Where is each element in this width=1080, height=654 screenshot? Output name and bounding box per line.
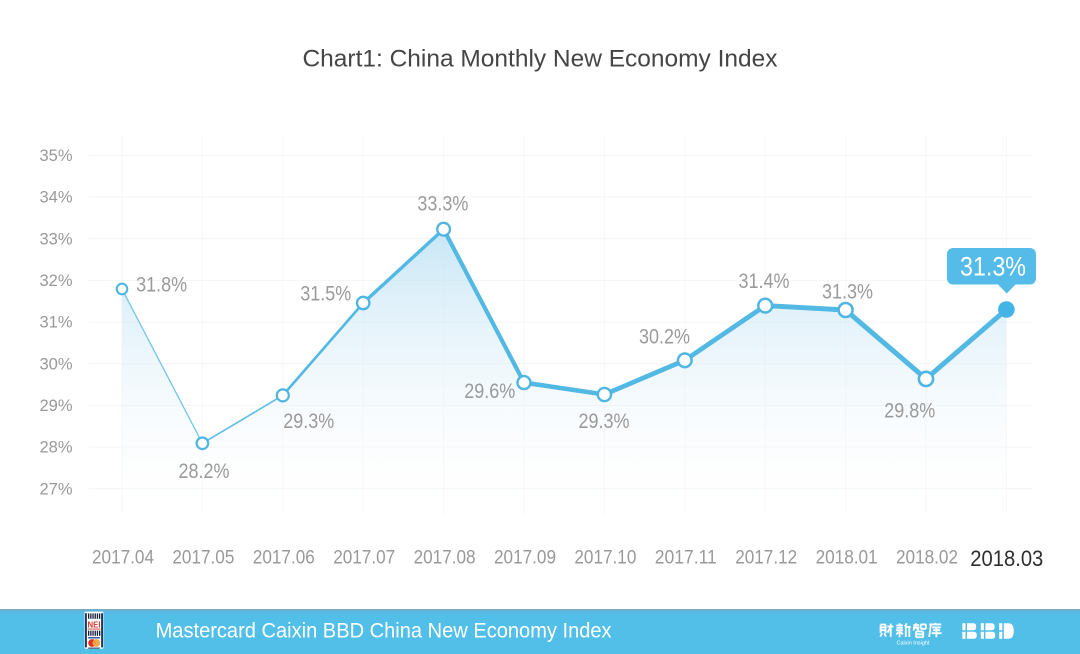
svg-text:2017.04: 2017.04 xyxy=(92,547,154,569)
svg-text:28.2%: 28.2% xyxy=(179,459,230,483)
svg-text:29%: 29% xyxy=(39,397,72,415)
svg-text:2018.02: 2018.02 xyxy=(896,547,958,569)
svg-text:30%: 30% xyxy=(39,355,72,373)
svg-text:29.3%: 29.3% xyxy=(283,409,334,433)
svg-text:2017.08: 2017.08 xyxy=(414,547,476,569)
svg-text:28%: 28% xyxy=(39,439,72,457)
svg-text:29.8%: 29.8% xyxy=(884,399,935,423)
svg-text:31%: 31% xyxy=(39,314,72,332)
svg-text:27%: 27% xyxy=(39,480,72,498)
svg-text:31.5%: 31.5% xyxy=(300,281,351,305)
svg-text:2017.06: 2017.06 xyxy=(253,547,315,569)
svg-text:33%: 33% xyxy=(39,230,72,248)
svg-text:35%: 35% xyxy=(39,147,72,165)
svg-text:30.2%: 30.2% xyxy=(639,325,690,349)
svg-text:31.3%: 31.3% xyxy=(960,252,1026,282)
svg-text:34%: 34% xyxy=(39,189,72,207)
svg-text:31.3%: 31.3% xyxy=(822,280,873,304)
svg-text:Caixin Insight: Caixin Insight xyxy=(896,641,929,647)
svg-text:Chart1: China Monthly New Econ: Chart1: China Monthly New Economy Index xyxy=(303,46,778,73)
svg-text:2017.12: 2017.12 xyxy=(735,547,797,569)
svg-text:31.8%: 31.8% xyxy=(136,272,187,296)
svg-text:31.4%: 31.4% xyxy=(739,269,790,293)
svg-text:2017.07: 2017.07 xyxy=(333,547,395,569)
svg-text:2017.09: 2017.09 xyxy=(494,547,556,569)
svg-text:2017.11: 2017.11 xyxy=(655,547,717,569)
svg-text:33.3%: 33.3% xyxy=(417,192,468,216)
svg-text:2017.10: 2017.10 xyxy=(574,547,636,569)
svg-text:NEI: NEI xyxy=(88,620,101,630)
svg-text:32%: 32% xyxy=(39,272,72,290)
svg-text:2018.03: 2018.03 xyxy=(970,546,1043,571)
svg-text:2018.01: 2018.01 xyxy=(816,547,878,569)
svg-text:2017.05: 2017.05 xyxy=(172,547,234,569)
svg-text:Mastercard Caixin BBD China Ne: Mastercard Caixin BBD China New Economy … xyxy=(156,620,612,643)
svg-text:29.6%: 29.6% xyxy=(464,379,515,403)
svg-text:29.3%: 29.3% xyxy=(579,409,630,433)
